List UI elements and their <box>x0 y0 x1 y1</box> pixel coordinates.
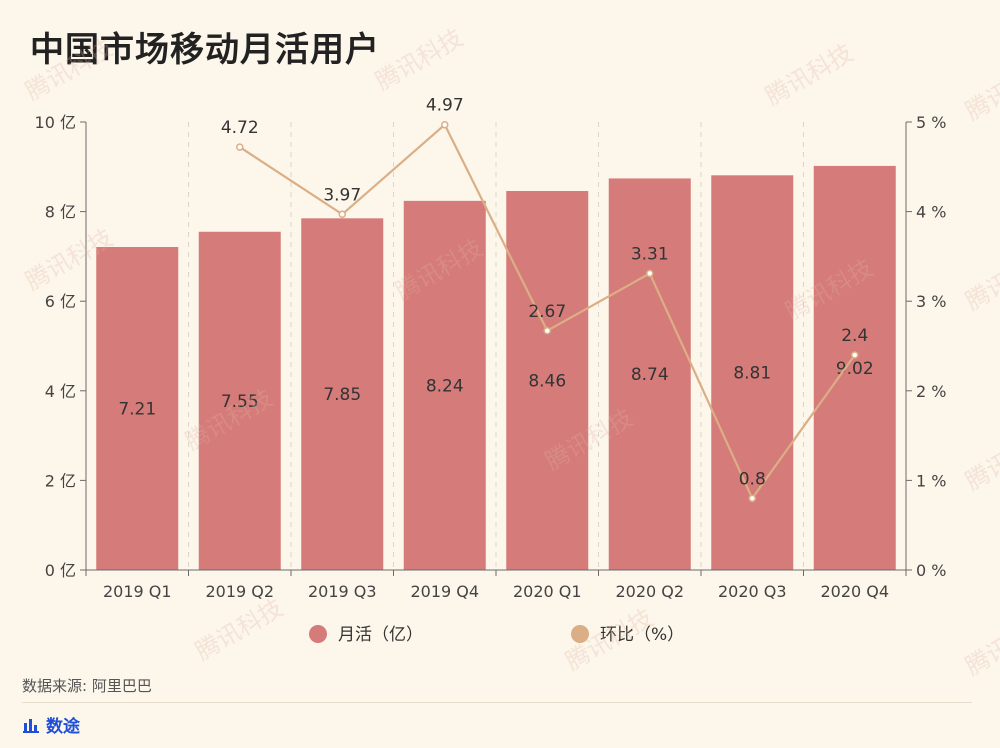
line-value-label: 3.97 <box>323 185 361 205</box>
bar <box>608 178 691 570</box>
y-tick-label-right: 4 % <box>916 203 946 222</box>
chart: 0 亿 2 亿 4 亿 6 亿 8 亿 10 亿 0 % 1 % 2 % 3 % 4 % 5 % 201… <box>35 96 947 645</box>
x-tick-label: 2020 Q2 <box>615 582 684 601</box>
legend-label: 月活（亿） <box>338 625 423 645</box>
line-value-label: 2.67 <box>528 302 566 322</box>
y-tick-label-left: 0 亿 <box>45 561 76 580</box>
bar-value-label: 8.24 <box>426 376 464 396</box>
bar-value-label: 7.55 <box>221 392 259 412</box>
x-tick-label: 2019 Q1 <box>103 582 172 601</box>
bar-value-label: 7.85 <box>323 385 361 405</box>
bar <box>403 200 486 570</box>
bar-value-label: 9.02 <box>836 359 874 379</box>
y-tick-label-left: 2 亿 <box>45 471 76 490</box>
line-value-label: 3.31 <box>631 244 669 264</box>
y-tick-label-left: 8 亿 <box>45 203 76 222</box>
y-tick-label-right: 2 % <box>916 382 946 401</box>
footer-divider <box>22 702 972 703</box>
brand-name: 数途 <box>46 717 80 737</box>
line-point <box>338 210 346 219</box>
x-tick-label: 2020 Q1 <box>513 582 582 601</box>
line-value-label: 4.97 <box>426 96 464 116</box>
y-tick-label-left: 6 亿 <box>45 292 76 311</box>
y-tick-label-right: 1 % <box>916 471 946 490</box>
source-note: 数据来源: 阿里巴巴 <box>22 677 152 695</box>
line-point <box>748 494 756 503</box>
line-value-label: 2.4 <box>841 326 868 346</box>
line-point <box>236 143 244 151</box>
line-point <box>851 351 859 359</box>
x-tick-label: 2020 Q4 <box>820 582 889 601</box>
legend-marker <box>309 625 327 643</box>
bar <box>198 231 281 570</box>
x-tick-label: 2019 Q4 <box>410 582 479 601</box>
line-point <box>646 269 654 278</box>
bar-value-label: 8.46 <box>528 371 566 391</box>
x-tick-label: 2019 Q2 <box>205 582 274 601</box>
bar-value-label: 8.81 <box>733 364 771 384</box>
bar <box>301 218 384 570</box>
line-value-label: 4.72 <box>221 118 259 138</box>
line-point <box>441 120 449 129</box>
bar <box>711 175 794 570</box>
x-tick-label: 2019 Q3 <box>308 582 377 601</box>
legend-marker <box>571 625 589 643</box>
y-tick-label-right: 0 % <box>916 561 946 580</box>
bar <box>506 190 589 570</box>
bar <box>96 246 179 570</box>
x-tick-label: 2020 Q3 <box>718 582 787 601</box>
brand-logo: 数途 <box>22 712 80 737</box>
y-tick-label-left: 10 亿 <box>35 113 76 132</box>
y-tick-label-right: 3 % <box>916 292 946 311</box>
bar-chart-icon <box>23 718 39 733</box>
y-tick-label-left: 4 亿 <box>45 382 76 401</box>
chart-title: 中国市场移动月活用户 <box>30 30 380 70</box>
line-value-label: 0.8 <box>739 469 766 489</box>
y-tick-label-right: 5 % <box>916 113 946 132</box>
legend-label: 环比（%） <box>600 625 684 645</box>
line-point <box>543 327 551 335</box>
bar <box>813 165 896 571</box>
bar-value-label: 8.74 <box>631 365 669 385</box>
bar-value-label: 7.21 <box>118 399 156 419</box>
